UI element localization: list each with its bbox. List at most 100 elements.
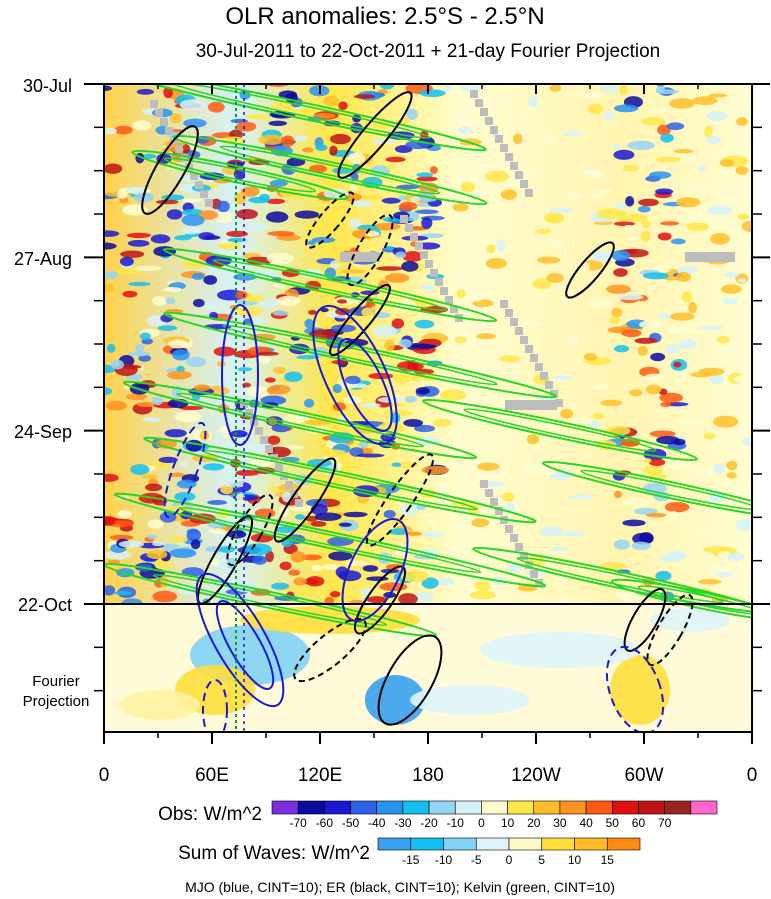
waves-colorbar-tick-label: 0: [506, 853, 513, 867]
obs-anomaly-patch: [416, 176, 438, 182]
mjo-contour: [195, 572, 285, 708]
obs-anomaly-patch: [687, 183, 709, 192]
waves-colorbar-swatch: [443, 837, 477, 851]
obs-anomaly-patch: [126, 393, 147, 401]
obs-anomaly-patch: [236, 209, 258, 220]
obs-anomaly-patch: [398, 201, 418, 211]
obs-anomaly-patch: [381, 197, 401, 204]
missing-data-cell: [285, 481, 293, 489]
obs-anomaly-patch: [566, 404, 576, 410]
obs-anomaly-patch: [668, 510, 679, 522]
kelvin-contour: [212, 259, 448, 311]
obs-anomaly-patch: [288, 569, 301, 576]
obs-anomaly-patch: [393, 373, 409, 384]
missing-data-cell: [340, 252, 380, 262]
obs-anomaly-patch: [587, 103, 603, 115]
obs-anomaly-patch: [353, 94, 376, 99]
obs-anomaly-patch: [390, 402, 406, 408]
obs-anomaly-patch: [266, 198, 286, 205]
obs-anomaly-patch: [454, 336, 467, 344]
obs-anomaly-patch: [300, 554, 323, 561]
obs-anomaly-patch: [719, 158, 734, 167]
kelvin-contour: [219, 145, 441, 195]
obs-colorbar-tick-label: -10: [447, 816, 465, 830]
obs-anomaly-patch: [707, 93, 728, 98]
waves-colorbar-swatch: [574, 837, 608, 851]
obs-anomaly-patch: [104, 163, 123, 174]
obs-anomaly-patch: [172, 349, 190, 361]
missing-data-cell: [495, 135, 503, 143]
obs-anomaly-patch: [726, 552, 745, 562]
obs-colorbar-tick-label: -50: [342, 816, 360, 830]
missing-data-cell: [245, 409, 253, 417]
obs-anomaly-patch: [142, 474, 158, 480]
obs-anomaly-patch: [366, 596, 388, 604]
obs-anomaly-patch: [284, 371, 303, 382]
missing-data-cell: [205, 199, 213, 207]
waves-colorbar-swatch: [508, 837, 543, 851]
obs-anomaly-patch: [159, 576, 168, 588]
obs-anomaly-patch: [733, 374, 752, 384]
obs-anomaly-patch: [205, 255, 232, 267]
obs-anomaly-patch: [637, 345, 648, 357]
obs-anomaly-patch: [644, 373, 664, 382]
obs-anomaly-patch: [638, 198, 660, 207]
missing-data-cell: [525, 345, 533, 353]
obs-anomaly-patch: [139, 332, 151, 341]
missing-data-cell: [165, 127, 173, 135]
kelvin-contour: [172, 134, 488, 206]
obs-anomaly-patch: [107, 559, 121, 564]
missing-data-cell: [490, 126, 498, 134]
obs-anomaly-patch: [623, 224, 635, 231]
missing-data-cell: [470, 90, 478, 98]
obs-anomaly-patch: [543, 135, 556, 144]
obs-anomaly-patch: [612, 143, 621, 149]
er-contour: [623, 588, 667, 652]
obs-colorbar-swatch: [611, 800, 639, 815]
obs-anomaly-patch: [166, 370, 192, 380]
missing-data-cell: [510, 162, 518, 170]
obs-anomaly-patch: [403, 418, 424, 427]
obs-anomaly-patch: [696, 528, 711, 534]
obs-anomaly-patch: [512, 133, 523, 145]
obs-anomaly-patch: [161, 194, 185, 201]
obs-anomaly-patch: [686, 222, 709, 232]
obs-anomaly-patch: [269, 179, 288, 187]
obs-anomaly-patch: [338, 522, 352, 527]
obs-anomaly-patch: [104, 516, 116, 526]
obs-anomaly-patch: [267, 231, 295, 237]
obs-anomaly-patch: [471, 518, 490, 528]
missing-data-cell: [260, 436, 268, 444]
obs-anomaly-patch: [674, 149, 693, 154]
obs-anomaly-patch: [569, 416, 592, 424]
obs-colorbar-tick-label: 20: [527, 816, 541, 830]
obs-anomaly-patch: [308, 309, 317, 315]
obs-anomaly-patch: [655, 570, 672, 581]
obs-anomaly-patch: [737, 278, 747, 283]
kelvin-contour: [113, 84, 487, 152]
obs-anomaly-patch: [655, 156, 682, 163]
obs-anomaly-patch: [629, 389, 643, 397]
obs-anomaly-patch: [600, 84, 619, 94]
y-tick-label-27-aug: 27-Aug: [14, 249, 72, 269]
obs-anomaly-patch: [328, 551, 353, 561]
obs-anomaly-patch: [421, 531, 445, 538]
obs-anomaly-patch: [350, 200, 374, 208]
obs-anomaly-patch: [489, 390, 504, 400]
missing-data-cell: [480, 108, 488, 116]
obs-anomaly-patch: [706, 135, 722, 145]
obs-anomaly-patch: [310, 520, 327, 527]
obs-anomaly-patch: [517, 111, 526, 117]
obs-anomaly-patch: [147, 534, 157, 540]
kelvin-contour: [541, 460, 752, 520]
mjo-contour: [202, 679, 228, 732]
obs-anomaly-patch: [235, 493, 246, 504]
obs-anomaly-patch: [321, 563, 340, 571]
obs-anomaly-patch: [348, 152, 365, 164]
obs-anomaly-patch: [390, 412, 401, 424]
obs-anomaly-patch: [665, 343, 680, 354]
obs-colorbar-swatch: [454, 800, 482, 815]
obs-anomaly-patch: [296, 355, 320, 360]
obs-anomaly-patch: [190, 539, 201, 550]
obs-anomaly-patch: [257, 351, 279, 356]
